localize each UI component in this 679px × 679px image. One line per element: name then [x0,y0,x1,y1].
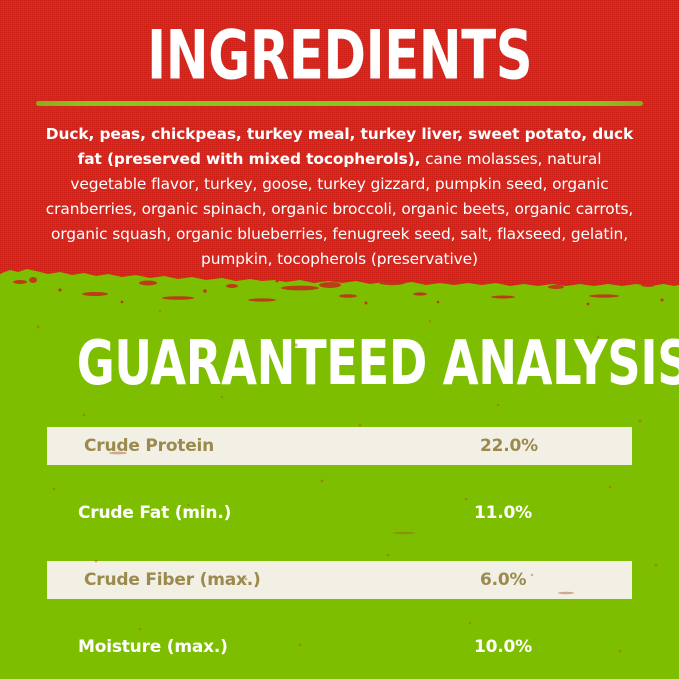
analysis-row-value: 10.0% [474,637,532,657]
heading-divider-rule [36,101,643,106]
analysis-row-label: Crude Fiber (max.) [84,570,261,590]
analysis-row-label: Crude Fat (min.) [78,503,232,523]
analysis-row-label: Moisture (max.) [78,637,228,657]
ingredients-heading: INGREDIENTS [0,16,679,96]
ingredients-list: Duck, peas, chickpeas, turkey meal, turk… [38,122,641,272]
analysis-row: Moisture (max.) 10.0% [47,628,632,666]
analysis-row: Crude Fat (min.) 11.0% [47,494,632,532]
guaranteed-analysis-table: Crude Protein 22.0% Crude Fat (min.) 11.0% C… [47,427,632,679]
guaranteed-analysis-heading: GUARANTEED ANALYSIS [0,326,679,400]
analysis-row-value: 22.0% [480,436,538,456]
analysis-row-label: Crude Protein [84,436,215,456]
ingredients-secondary-text: cane molasses, natural vegetable flavor,… [45,150,634,268]
guaranteed-analysis-heading-text: GUARANTEED ANALYSIS [76,326,679,400]
analysis-row-value: 6.0% [480,570,527,590]
analysis-row: Crude Fiber (max.) 6.0% [47,561,632,599]
analysis-row-value: 11.0% [474,503,532,523]
ingredients-panel: INGREDIENTS Duck, peas, chickpeas, turke… [0,0,679,293]
ingredients-primary-text: Duck, peas, chickpeas, turkey meal, turk… [45,125,634,168]
ingredients-heading-text: INGREDIENTS [146,16,533,96]
analysis-row: Crude Protein 22.0% [47,427,632,465]
